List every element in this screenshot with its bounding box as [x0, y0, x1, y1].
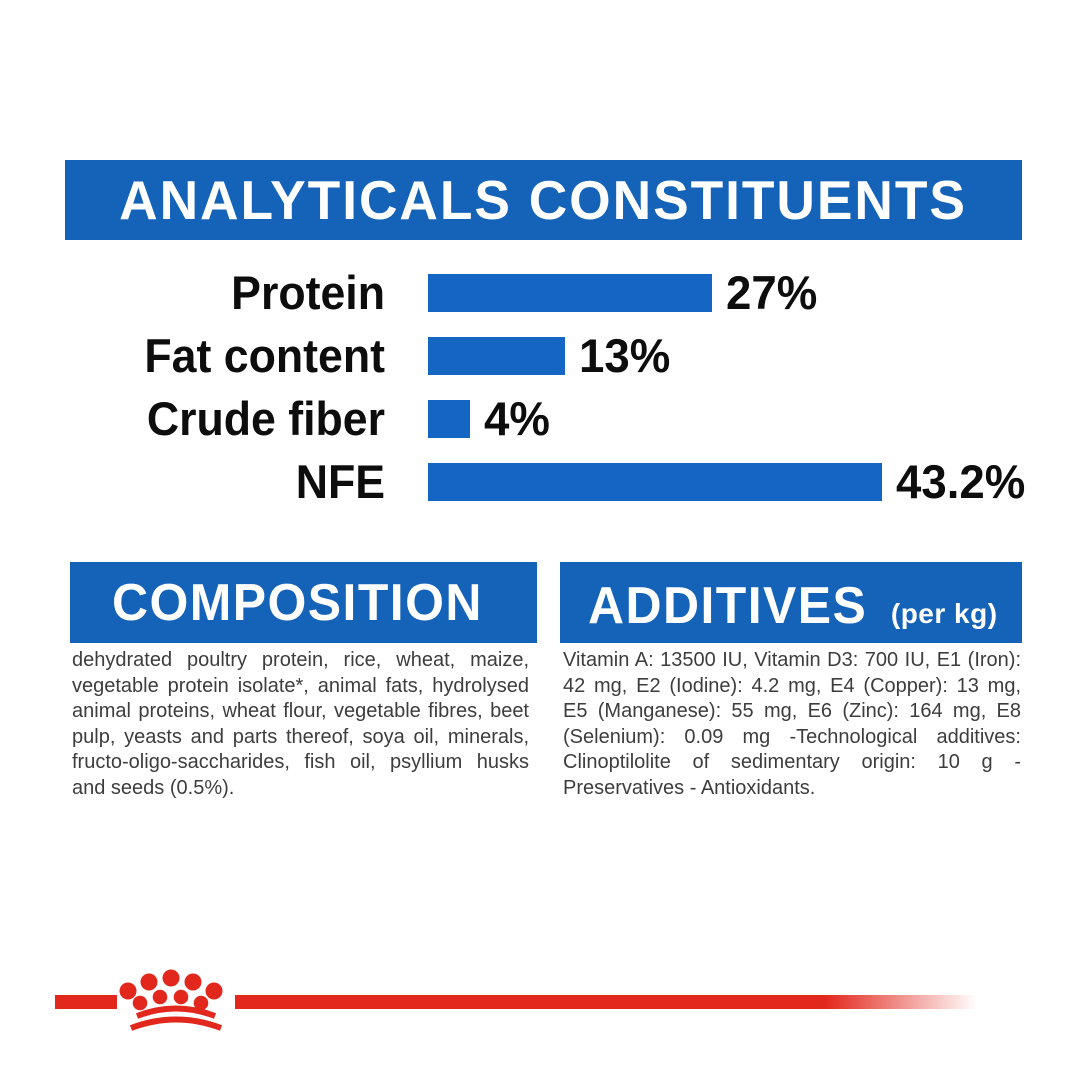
- chart-value-label: 27%: [725, 266, 817, 319]
- additives-title: ADDITIVES: [588, 577, 868, 635]
- composition-body-text: dehydrated poultry protein, rice, wheat,…: [72, 649, 529, 799]
- additives-title-suffix: (per kg): [890, 598, 998, 629]
- composition-header: COMPOSITION: [70, 562, 537, 643]
- analyticals-constituents-header: ANALYTICALS CONSTITUENTS: [65, 160, 1022, 240]
- chart-value-label: 13%: [578, 329, 670, 382]
- chart-row: Fat content 13%: [65, 324, 1030, 387]
- chart-category-label: Crude fiber: [146, 392, 385, 445]
- chart-row: NFE 43.2%: [65, 450, 1030, 513]
- brand-line-right-segment: [235, 995, 992, 1009]
- royal-canin-crown-icon: [119, 969, 223, 1031]
- chart-category-label: NFE: [295, 455, 385, 508]
- chart-row: Crude fiber 4%: [65, 387, 1030, 450]
- chart-value-label: 4%: [484, 392, 550, 445]
- chart-row: Protein 27%: [65, 261, 1030, 324]
- additives-title-group: ADDITIVES (per kg): [588, 576, 998, 636]
- analyticals-constituents-title: ANALYTICALS CONSTITUENTS: [119, 169, 968, 231]
- chart-category-label: Protein: [231, 266, 385, 319]
- composition-title: COMPOSITION: [112, 573, 483, 632]
- chart-bar: [428, 399, 470, 438]
- chart-bar: [428, 273, 712, 312]
- brand-line-left-segment: [55, 995, 117, 1009]
- additives-body-text: Vitamin A: 13500 IU, Vitamin D3: 700 IU,…: [563, 649, 1021, 799]
- chart-bar: [428, 336, 565, 375]
- chart-bar: [428, 462, 882, 501]
- chart-value-label: 43.2%: [895, 455, 1025, 508]
- analyticals-bar-chart: Protein 27% Fat content 13% Crude fiber …: [65, 261, 1030, 513]
- chart-category-label: Fat content: [144, 329, 385, 382]
- additives-header: ADDITIVES (per kg): [560, 562, 1022, 643]
